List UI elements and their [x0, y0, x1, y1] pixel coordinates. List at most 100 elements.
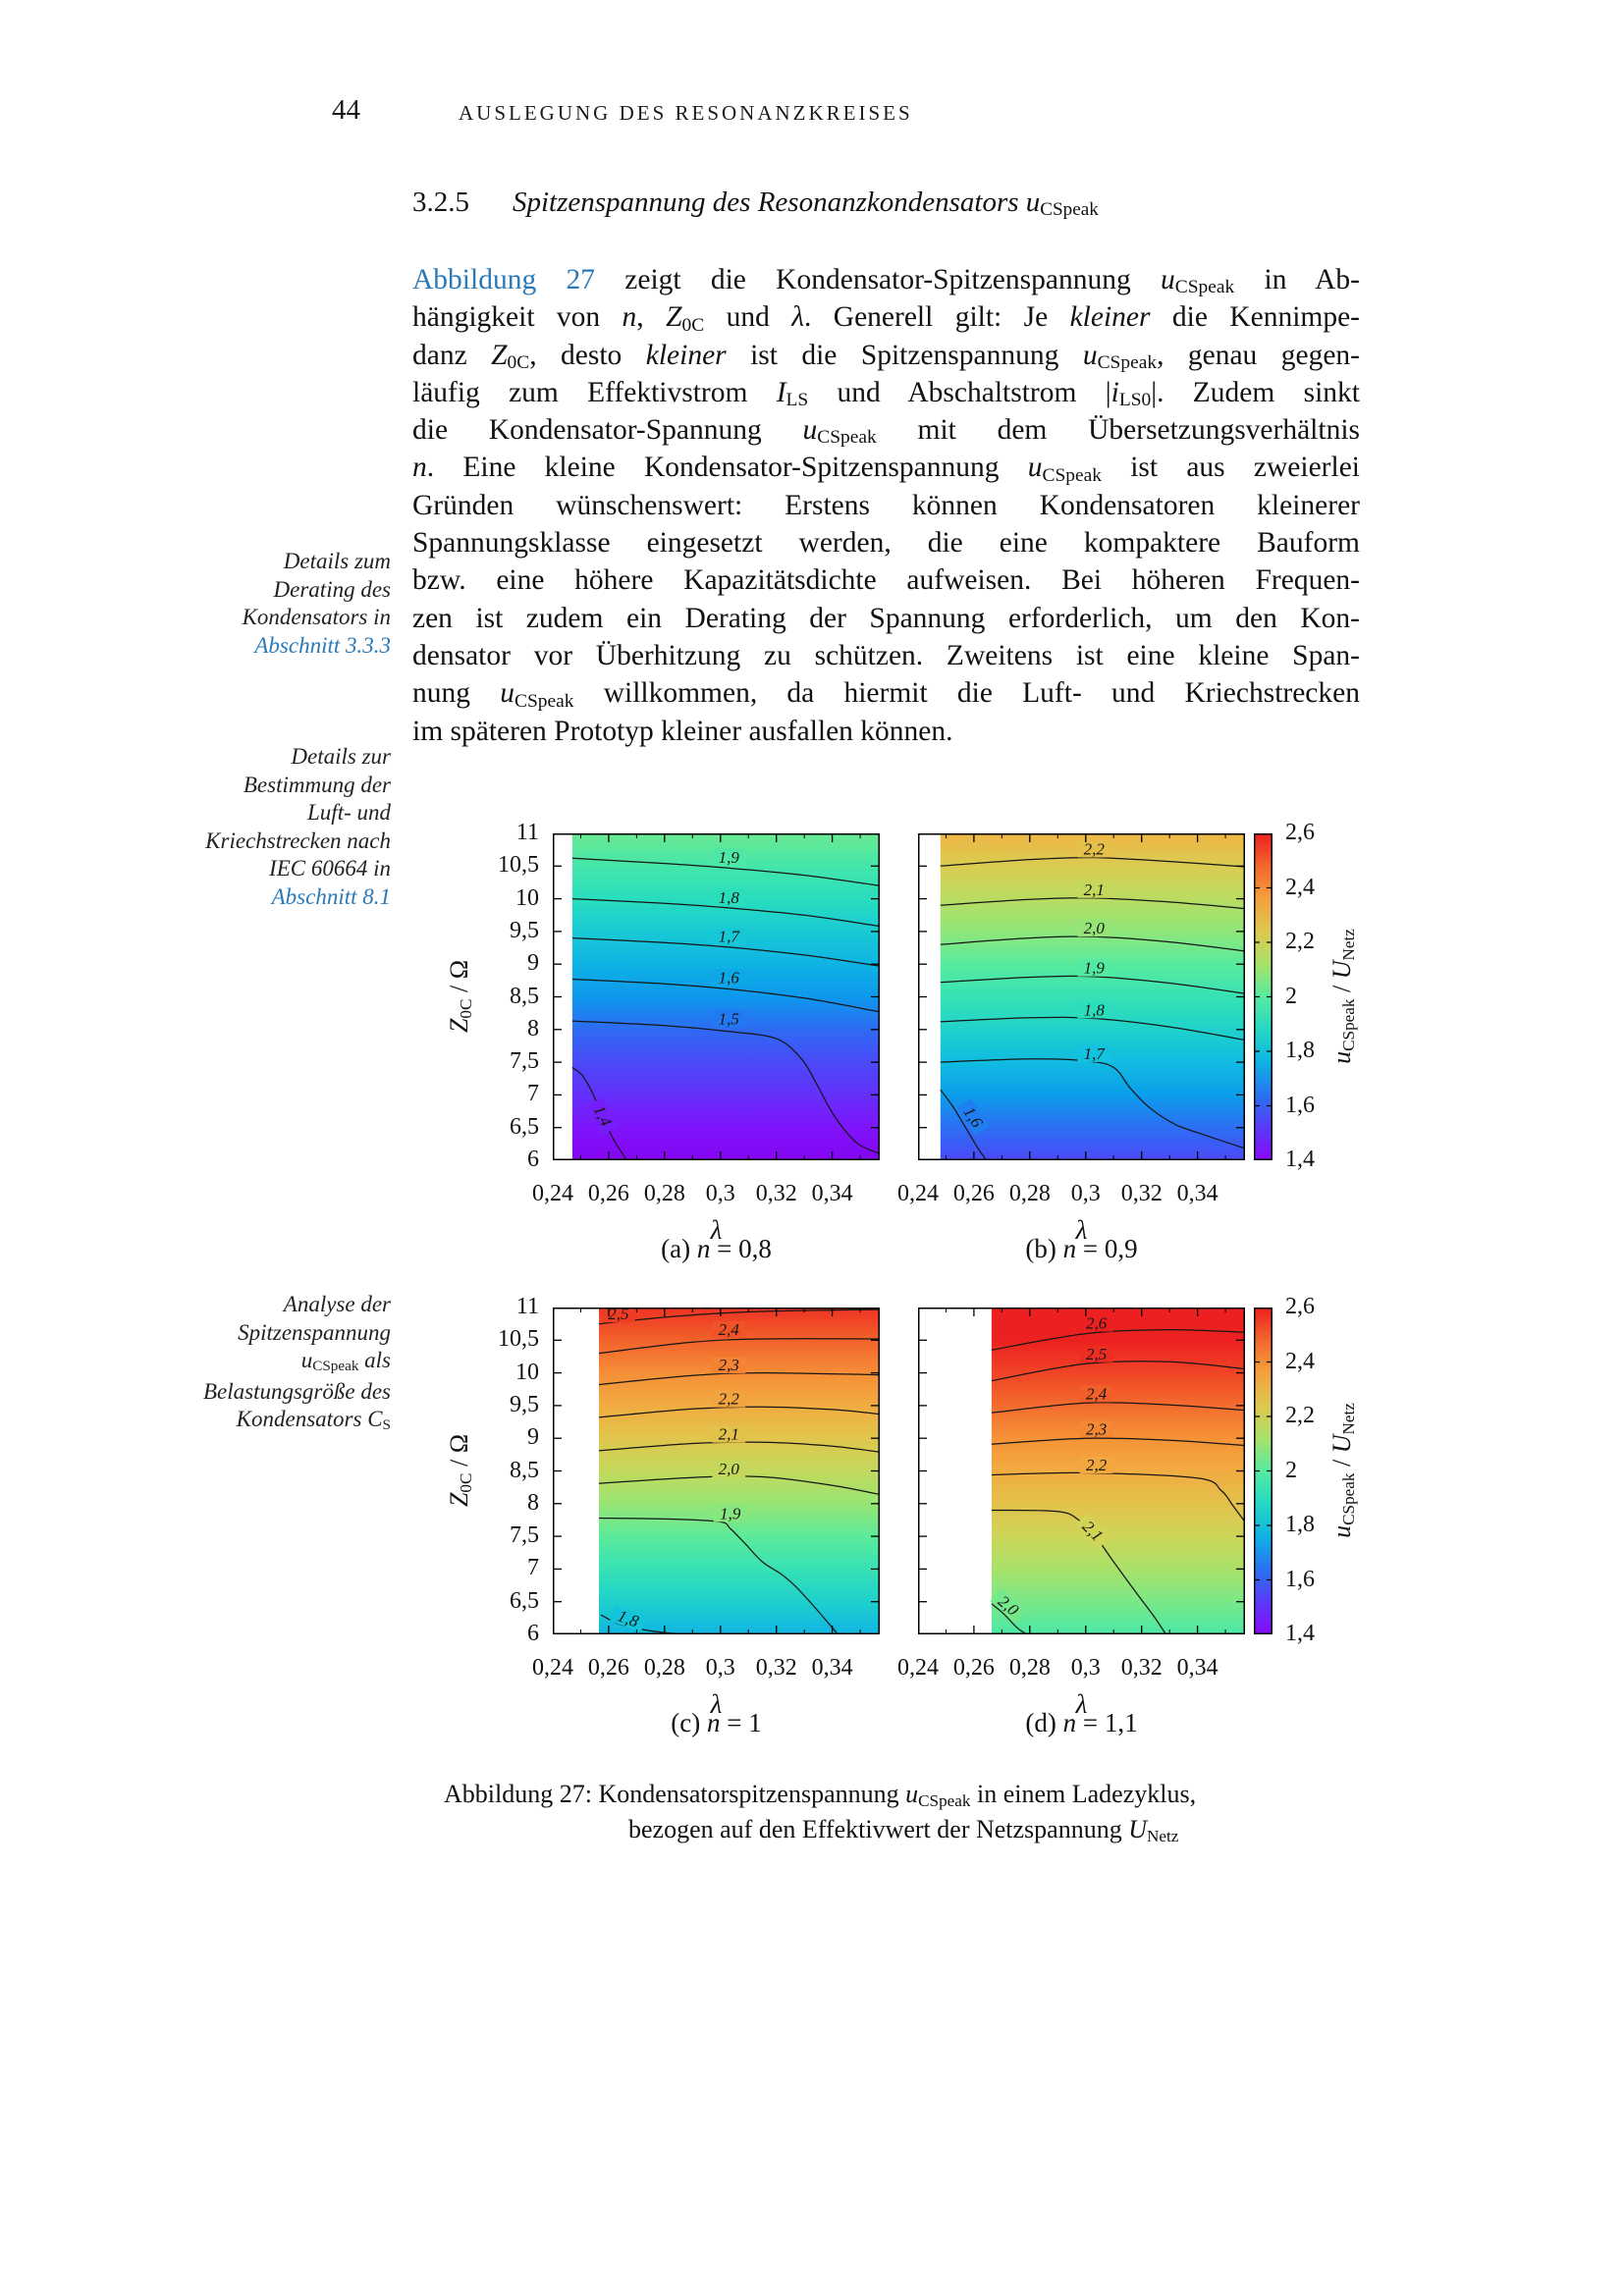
y-tick-label: 9,5 [510, 917, 539, 943]
subplot-a-caption: (a) n = 0,8 [661, 1234, 772, 1263]
y-tick-label: 8 [527, 1015, 539, 1041]
x-axis-label: λ [710, 1689, 723, 1719]
contour-label: 1,9 [720, 1504, 741, 1522]
paragraph-line: densator vor Überhitzung zu schützen. Zw… [412, 639, 1360, 671]
colorbar-tick-label: 2,6 [1285, 820, 1315, 845]
math-subscript: CSpeak [1042, 464, 1102, 486]
colorbar-overlay [1254, 1307, 1272, 1635]
contour-label-gap [712, 1461, 746, 1477]
math-symbol: uCSpeak [300, 1348, 359, 1375]
y-tick-label: 10 [515, 1359, 539, 1385]
x-tick-label: 0,34 [1176, 1655, 1218, 1681]
paragraph-line: bzw. eine höhere Kapazitätsdichte aufwei… [412, 564, 1360, 597]
contour-line [991, 1402, 1246, 1414]
margin-note-line: Analyse der [283, 1292, 391, 1316]
margin-note-line: Kondensators in [242, 605, 391, 629]
subplot-c-caption: (c) n = 1 [671, 1708, 762, 1737]
paragraph-line: Spannungsklasse eingesetzt werden, die e… [412, 527, 1360, 560]
contour-label-gap [1079, 1345, 1113, 1362]
contour-label-gap [1079, 1420, 1113, 1438]
subplot-c-contours: 2,52,42,32,22,12,01,91,8 [553, 1305, 881, 1635]
math-subscript: Netz [1338, 1402, 1358, 1434]
cross-reference-link[interactable]: Abbildung 27 [412, 264, 595, 295]
margin-note-line: Bestimmung der [243, 772, 391, 797]
margin-note: Analyse der Spitzenspannung uCSpeak als Bel… [126, 1291, 391, 1437]
margin-note-line: Details zum [283, 549, 391, 573]
body-paragraph: Abbildung 27 zeigt die Kondensator-Spitz… [412, 261, 1360, 750]
contour-line [940, 1089, 988, 1161]
cross-reference-link[interactable]: Abschnitt 8.1 [271, 883, 391, 909]
x-tick-label: 0,28 [1008, 1655, 1051, 1681]
math-symbol: n [412, 452, 427, 484]
contour-label-gap [712, 1425, 746, 1443]
x-axis-label: λ [1075, 1689, 1088, 1719]
cross-reference-link[interactable]: Abschnitt 3.3.3 [254, 632, 391, 658]
math-symbol: uCSpeak [1327, 998, 1358, 1064]
y-tick-label: 9 [527, 950, 539, 977]
contour-label-gap [1079, 1457, 1113, 1473]
no-data-region [919, 834, 941, 1159]
page-number: 44 [332, 94, 360, 126]
emphasis-text: kleiner [1069, 301, 1151, 334]
math-symbol: n [706, 1708, 721, 1737]
contour-label-gap [712, 969, 746, 987]
contour-line [940, 975, 1246, 994]
contour-label-gap [712, 1390, 746, 1408]
contour-label: 2,3 [1086, 1419, 1107, 1438]
emphasis-text: Spitzenspannung des Resonanzkondensators [513, 187, 1026, 218]
y-tick-label: 9 [527, 1424, 539, 1451]
x-tick-label: 0,24 [532, 1181, 573, 1206]
contour-line [598, 1475, 881, 1496]
math-symbol: UNetz [1327, 1402, 1358, 1453]
paragraph-line: läufig zum Effektivstrom ILS und Abschal… [412, 376, 1360, 411]
contour-label-gap [712, 1010, 746, 1028]
emphasis-text: kleiner [645, 339, 727, 371]
contour-line [598, 1517, 839, 1635]
contour-label: 2,5 [1086, 1345, 1107, 1363]
x-tick-label: 0,28 [643, 1181, 685, 1206]
x-tick-label: 0,26 [952, 1655, 995, 1681]
contour-label: 1,9 [719, 848, 740, 867]
math-subscript: CSpeak [918, 1790, 971, 1810]
y-axis-label: Z0C / Ω [445, 1433, 475, 1507]
subplot-b-overlay: 2,2 2,1 2,0 1,9 1,8 1,7 1,6 [918, 833, 1246, 1161]
math-symbol: n [696, 1234, 711, 1263]
contour-label: 2,2 [1086, 1456, 1108, 1474]
contour-label: 2,3 [719, 1356, 739, 1374]
colorbar-tick-label: 2 [1285, 983, 1297, 1009]
running-header: AUSLEGUNG DES RESONANZKREISES [459, 101, 913, 125]
no-data-region [554, 834, 572, 1159]
math-subscript: 0C [507, 351, 530, 373]
section-heading: 3.2.5 Spitzenspannung des Resonanzkondens… [412, 187, 1099, 221]
contour-line [598, 1338, 881, 1355]
colorbar-tick-label: 2,4 [1285, 1348, 1315, 1374]
math-symbol: uCSpeak [1082, 339, 1158, 373]
contour-line [940, 935, 1246, 952]
colorbar-frame [1254, 832, 1272, 1161]
subplot-d-contours: 2,62,52,42,32,22,12,0 [918, 1308, 1246, 1635]
math-symbol: n [1062, 1234, 1077, 1263]
colorbar-tick-label: 2,2 [1285, 929, 1315, 954]
contour-label: 2,4 [1086, 1384, 1108, 1403]
paragraph-line: n. Eine kleine Kondensator-Spitzenspannu… [412, 452, 1360, 486]
figure-caption-line1: Abbildung 27: Kondensatorspitzenspannung… [444, 1780, 1197, 1810]
math-symbol: λ [791, 301, 804, 334]
contour-label-gap [713, 1505, 747, 1522]
contour-label: 2,2 [1084, 840, 1106, 859]
y-tick-label: 10 [515, 884, 539, 911]
contour-label: 1,5 [719, 1010, 739, 1029]
colorbar-tick-label: 1,8 [1285, 1038, 1315, 1063]
math-symbol: n [622, 301, 637, 334]
math-symbol: uCSpeak [1025, 187, 1099, 221]
figure-caption-line2: bezogen auf den Effektivwert der Netzspa… [628, 1815, 1179, 1845]
contour-line [991, 1361, 1246, 1382]
contour-line [598, 1441, 881, 1453]
contour-line [991, 1328, 1246, 1351]
y-tick-label: 7 [527, 1081, 539, 1107]
contour-label: 2,5 [608, 1308, 628, 1323]
math-subscript: CSpeak [312, 1358, 359, 1375]
contour-label: 1,8 [1084, 1000, 1106, 1019]
math-subscript: CSpeak [817, 427, 877, 449]
x-tick-label: 0,32 [755, 1181, 797, 1206]
plot-frame [553, 833, 880, 1160]
